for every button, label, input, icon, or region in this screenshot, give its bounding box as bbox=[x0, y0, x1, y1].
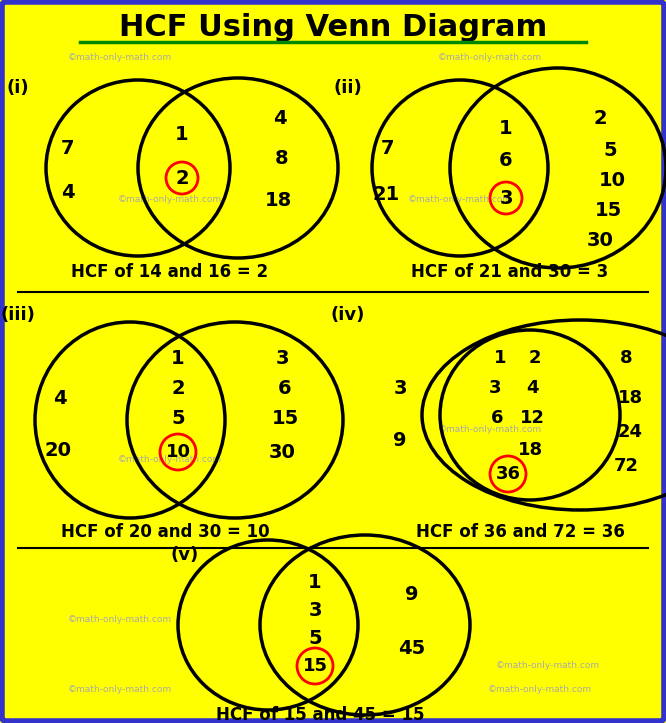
Text: 72: 72 bbox=[613, 457, 639, 475]
Text: 6: 6 bbox=[500, 150, 513, 169]
Text: 1: 1 bbox=[175, 126, 189, 145]
Text: 3: 3 bbox=[308, 601, 322, 620]
Text: 4: 4 bbox=[525, 379, 538, 397]
Text: 8: 8 bbox=[619, 349, 632, 367]
Text: (i): (i) bbox=[7, 79, 29, 97]
Text: (iii): (iii) bbox=[1, 306, 35, 324]
Text: 2: 2 bbox=[593, 108, 607, 127]
Text: 5: 5 bbox=[171, 408, 184, 427]
Text: (iv): (iv) bbox=[331, 306, 365, 324]
Text: 10: 10 bbox=[599, 171, 625, 189]
Text: 24: 24 bbox=[617, 423, 643, 441]
Text: 18: 18 bbox=[264, 190, 292, 210]
Text: 10: 10 bbox=[165, 443, 190, 461]
Text: 3: 3 bbox=[393, 379, 407, 398]
Text: 21: 21 bbox=[372, 186, 400, 205]
Text: ©math-only-math.com: ©math-only-math.com bbox=[68, 615, 172, 625]
Text: 4: 4 bbox=[61, 182, 75, 202]
Text: ©math-only-math.com: ©math-only-math.com bbox=[438, 54, 542, 62]
Text: ©math-only-math.com: ©math-only-math.com bbox=[488, 685, 592, 695]
Text: 18: 18 bbox=[617, 389, 643, 407]
Text: 45: 45 bbox=[398, 638, 426, 657]
Text: 9: 9 bbox=[393, 430, 407, 450]
Text: ©math-only-math.com: ©math-only-math.com bbox=[68, 685, 172, 695]
Text: 3: 3 bbox=[275, 348, 289, 367]
Text: 15: 15 bbox=[302, 657, 328, 675]
Text: 4: 4 bbox=[53, 388, 67, 408]
Text: HCF of 21 and 30 = 3: HCF of 21 and 30 = 3 bbox=[412, 263, 609, 281]
Text: 20: 20 bbox=[45, 440, 71, 460]
Text: 5: 5 bbox=[603, 140, 617, 160]
Text: 12: 12 bbox=[519, 409, 545, 427]
Text: 30: 30 bbox=[268, 442, 296, 461]
Text: (ii): (ii) bbox=[334, 79, 362, 97]
Text: 1: 1 bbox=[494, 349, 506, 367]
Text: ©math-only-math.com: ©math-only-math.com bbox=[118, 195, 222, 205]
Text: 7: 7 bbox=[61, 139, 75, 158]
Text: 3: 3 bbox=[500, 189, 513, 208]
Text: 5: 5 bbox=[308, 628, 322, 648]
Text: 1: 1 bbox=[500, 119, 513, 137]
Text: ©math-only-math.com: ©math-only-math.com bbox=[496, 661, 600, 669]
Text: HCF Using Venn Diagram: HCF Using Venn Diagram bbox=[119, 14, 547, 43]
Text: 18: 18 bbox=[517, 441, 543, 459]
Text: 2: 2 bbox=[175, 168, 189, 187]
Text: HCF of 14 and 16 = 2: HCF of 14 and 16 = 2 bbox=[71, 263, 268, 281]
Text: 3: 3 bbox=[489, 379, 501, 397]
Text: 9: 9 bbox=[405, 586, 419, 604]
Text: 8: 8 bbox=[275, 148, 289, 168]
Text: 4: 4 bbox=[273, 108, 287, 127]
Text: 1: 1 bbox=[308, 573, 322, 591]
Text: 2: 2 bbox=[529, 349, 541, 367]
Text: 30: 30 bbox=[587, 231, 613, 249]
Text: HCF of 20 and 30 = 10: HCF of 20 and 30 = 10 bbox=[61, 523, 269, 541]
Text: 15: 15 bbox=[594, 200, 621, 220]
Text: 2: 2 bbox=[171, 379, 184, 398]
Text: 7: 7 bbox=[381, 139, 395, 158]
Text: (v): (v) bbox=[171, 546, 199, 564]
Text: 1: 1 bbox=[171, 348, 184, 367]
Text: 15: 15 bbox=[271, 408, 298, 427]
Text: 36: 36 bbox=[496, 465, 521, 483]
Text: ©math-only-math.com: ©math-only-math.com bbox=[438, 426, 542, 435]
Text: ©math-only-math.com: ©math-only-math.com bbox=[68, 54, 172, 62]
Text: 6: 6 bbox=[278, 379, 292, 398]
Text: 6: 6 bbox=[491, 409, 503, 427]
Text: ©math-only-math.com: ©math-only-math.com bbox=[118, 455, 222, 464]
Text: HCF of 15 and 45 = 15: HCF of 15 and 45 = 15 bbox=[216, 706, 424, 723]
Text: HCF of 36 and 72 = 36: HCF of 36 and 72 = 36 bbox=[416, 523, 625, 541]
Text: ©math-only-math.com: ©math-only-math.com bbox=[408, 195, 512, 205]
